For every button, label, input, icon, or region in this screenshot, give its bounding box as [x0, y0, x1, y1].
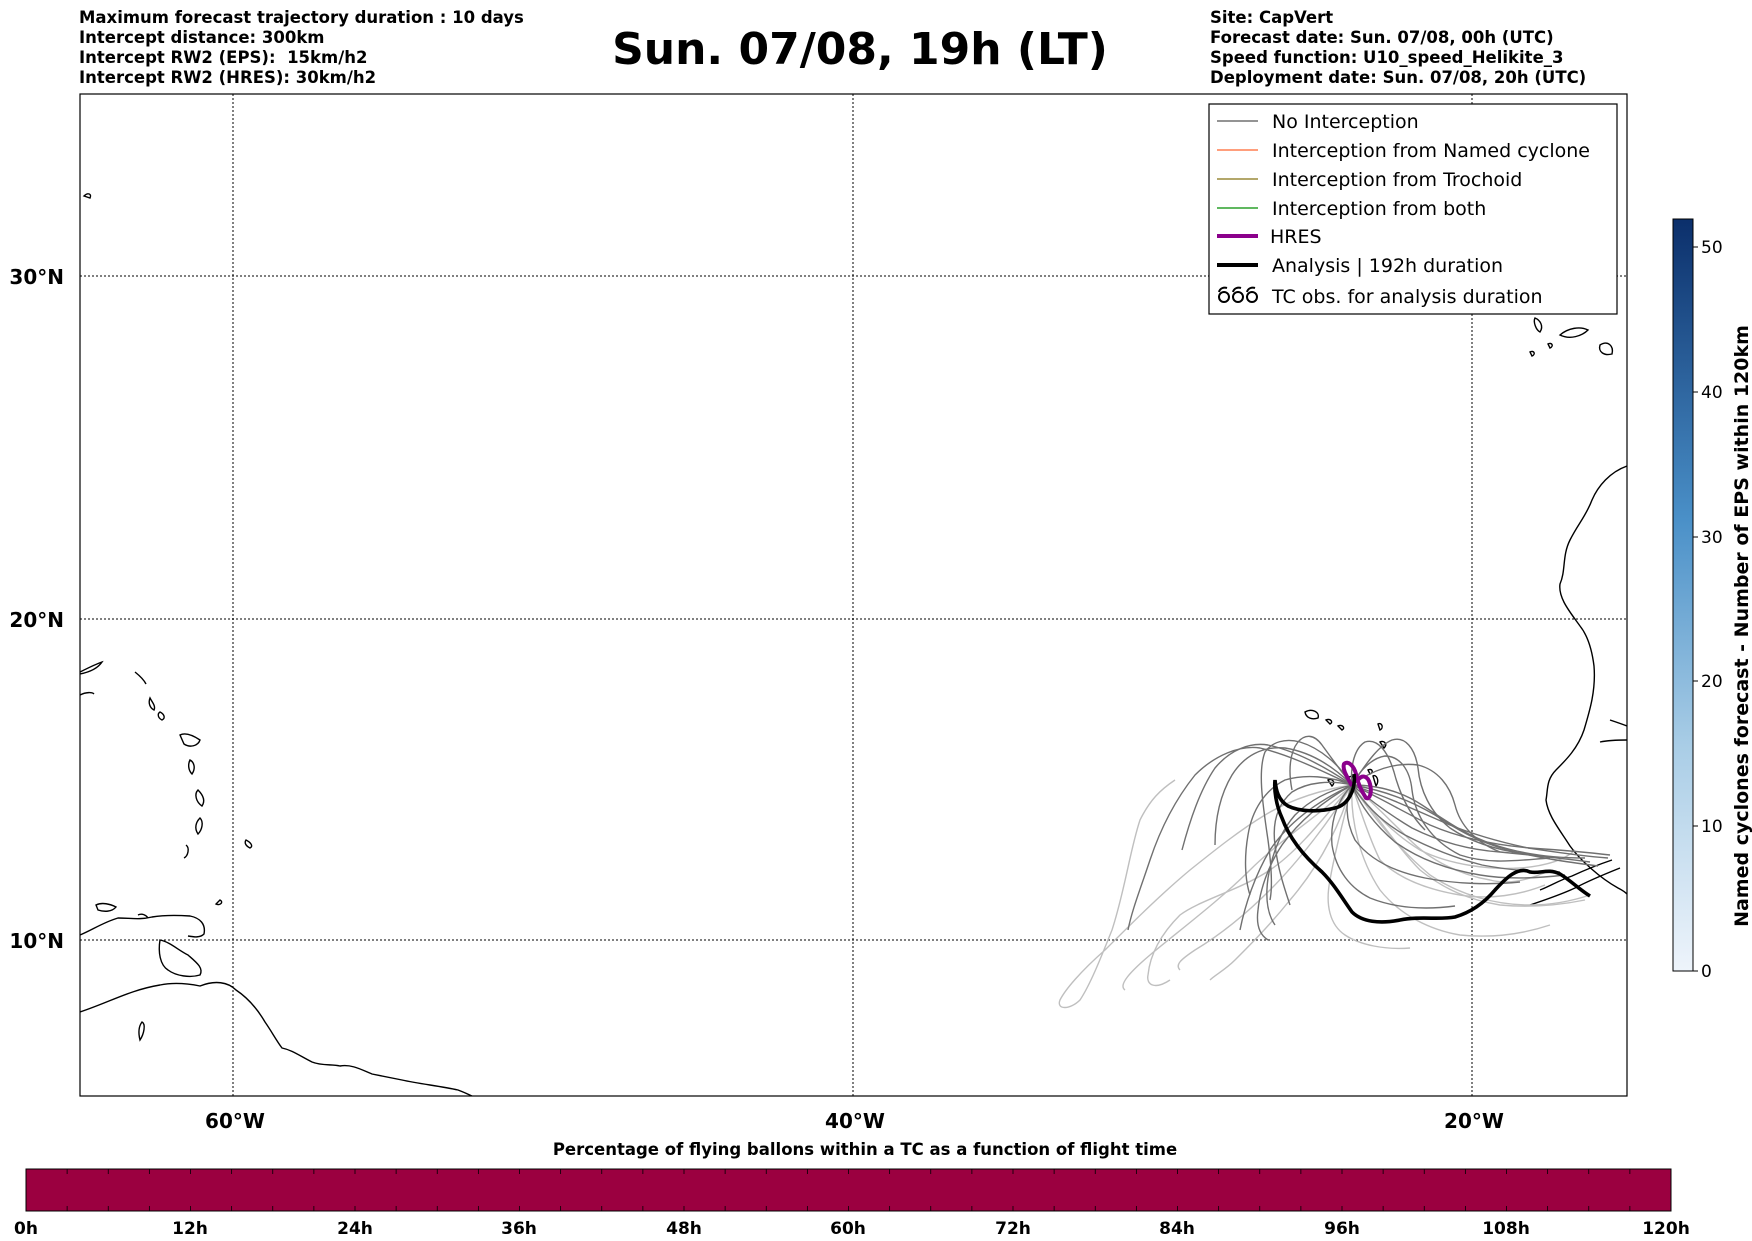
colorbar-bottom-tick: 96h [1324, 1219, 1360, 1239]
colorbar-right-tick: 0 [1701, 962, 1712, 982]
colorbar-right-tick: 40 [1701, 383, 1723, 403]
colorbar-right-gradient [1672, 218, 1694, 972]
latitude-labels: 30°N 20°N 10°N [9, 265, 64, 953]
lon-label-60w: 60°W [205, 1109, 265, 1133]
info-left: Maximum forecast trajectory duration : 1… [79, 8, 524, 88]
colorbar-right-tick: 30 [1701, 528, 1723, 548]
legend-item-tc-obs: TC obs. for analysis duration [1218, 286, 1543, 308]
info-intercept-hres: Intercept RW2 (HRES): 30km/h2 [79, 68, 377, 87]
coastline-africa [1304, 317, 1627, 906]
legend-label: Interception from Named cyclone [1272, 140, 1590, 162]
coastline-caribbean [80, 193, 474, 1096]
legend: No Interception Interception from Named … [1208, 103, 1618, 315]
lat-label-20n: 20°N [9, 608, 64, 632]
colorbar-bottom-tick: 72h [995, 1219, 1031, 1239]
info-deployment-date: Deployment date: Sun. 07/08, 20h (UTC) [1210, 68, 1587, 87]
info-site: Site: CapVert [1210, 8, 1334, 27]
lat-label-10n: 10°N [9, 929, 64, 953]
colorbar-bottom-tick: 12h [172, 1219, 208, 1239]
hres-trajectory [1341, 760, 1373, 801]
lon-label-20w: 20°W [1444, 1109, 1504, 1133]
colorbar-bottom-ticks [66, 1169, 1631, 1211]
colorbar-bottom-tick: 108h [1482, 1219, 1530, 1239]
map-frame [79, 93, 1628, 1097]
colorbar-bottom-label: Percentage of flying ballons within a TC… [553, 1140, 1177, 1159]
info-right: Site: CapVert Forecast date: Sun. 07/08,… [1210, 8, 1586, 88]
info-speed-function: Speed function: U10_speed_Helikite_3 [1210, 48, 1564, 67]
legend-box [1208, 103, 1618, 315]
colorbar-bottom-tick: 48h [666, 1219, 702, 1239]
colorbar-bottom-tick: 84h [1159, 1219, 1195, 1239]
legend-item-analysis: Analysis | 192h duration [1217, 255, 1503, 277]
colorbar-bottom-tick: 60h [830, 1219, 866, 1239]
legend-label: TC obs. for analysis duration [1271, 286, 1543, 308]
colorbar-bottom: Percentage of flying ballons within a TC… [14, 1140, 1690, 1239]
colorbar-bottom-bar [25, 1168, 1672, 1212]
colorbar-bottom-tick: 120h [1642, 1219, 1690, 1239]
colorbar-right-label: Named cyclones forecast - Number of EPS … [1731, 325, 1752, 927]
info-intercept-eps: Intercept RW2 (EPS): 15km/h2 [79, 48, 368, 67]
colorbar-right-tick-labels: 0 10 20 30 40 50 [1701, 238, 1723, 982]
colorbar-right-tick: 20 [1701, 672, 1723, 692]
lat-label-30n: 30°N [9, 265, 64, 289]
trajectories-light [1058, 779, 1591, 1009]
colorbar-right: 0 10 20 30 40 50 Named cyclones forecast… [1672, 218, 1752, 982]
colorbar-right-tick: 10 [1701, 817, 1723, 837]
info-forecast-date: Forecast date: Sun. 07/08, 00h (UTC) [1210, 28, 1554, 47]
info-max-duration: Maximum forecast trajectory duration : 1… [79, 8, 524, 27]
colorbar-bottom-tick: 36h [501, 1219, 537, 1239]
page-title: Sun. 07/08, 19h (LT) [612, 24, 1108, 75]
legend-item-no-interception: No Interception [1217, 111, 1419, 133]
tc-symbol-icon [1218, 286, 1258, 303]
info-intercept-distance: Intercept distance: 300km [79, 28, 325, 47]
analysis-trajectory [1272, 773, 1591, 924]
legend-item-both: Interception from both [1217, 198, 1486, 220]
legend-item-trochoid: Interception from Trochoid [1217, 169, 1522, 191]
colorbar-bottom-tick: 24h [337, 1219, 373, 1239]
legend-label: HRES [1270, 226, 1322, 248]
legend-label: Interception from Trochoid [1272, 169, 1522, 191]
legend-item-hres: HRES [1217, 226, 1322, 248]
legend-label: Interception from both [1272, 198, 1486, 220]
colorbar-right-ticks [1693, 246, 1698, 972]
lon-label-40w: 40°W [825, 1109, 885, 1133]
colorbar-bottom-tick-labels: 0h 12h 24h 36h 48h 60h 72h 84h 96h 108h … [14, 1219, 1690, 1239]
legend-label: No Interception [1272, 111, 1419, 133]
longitude-labels: 60°W 40°W 20°W [205, 1109, 1504, 1133]
legend-item-named-cyclone: Interception from Named cyclone [1217, 140, 1590, 162]
colorbar-bottom-tick: 0h [14, 1219, 38, 1239]
legend-label: Analysis | 192h duration [1272, 255, 1503, 277]
colorbar-right-tick: 50 [1701, 238, 1723, 258]
